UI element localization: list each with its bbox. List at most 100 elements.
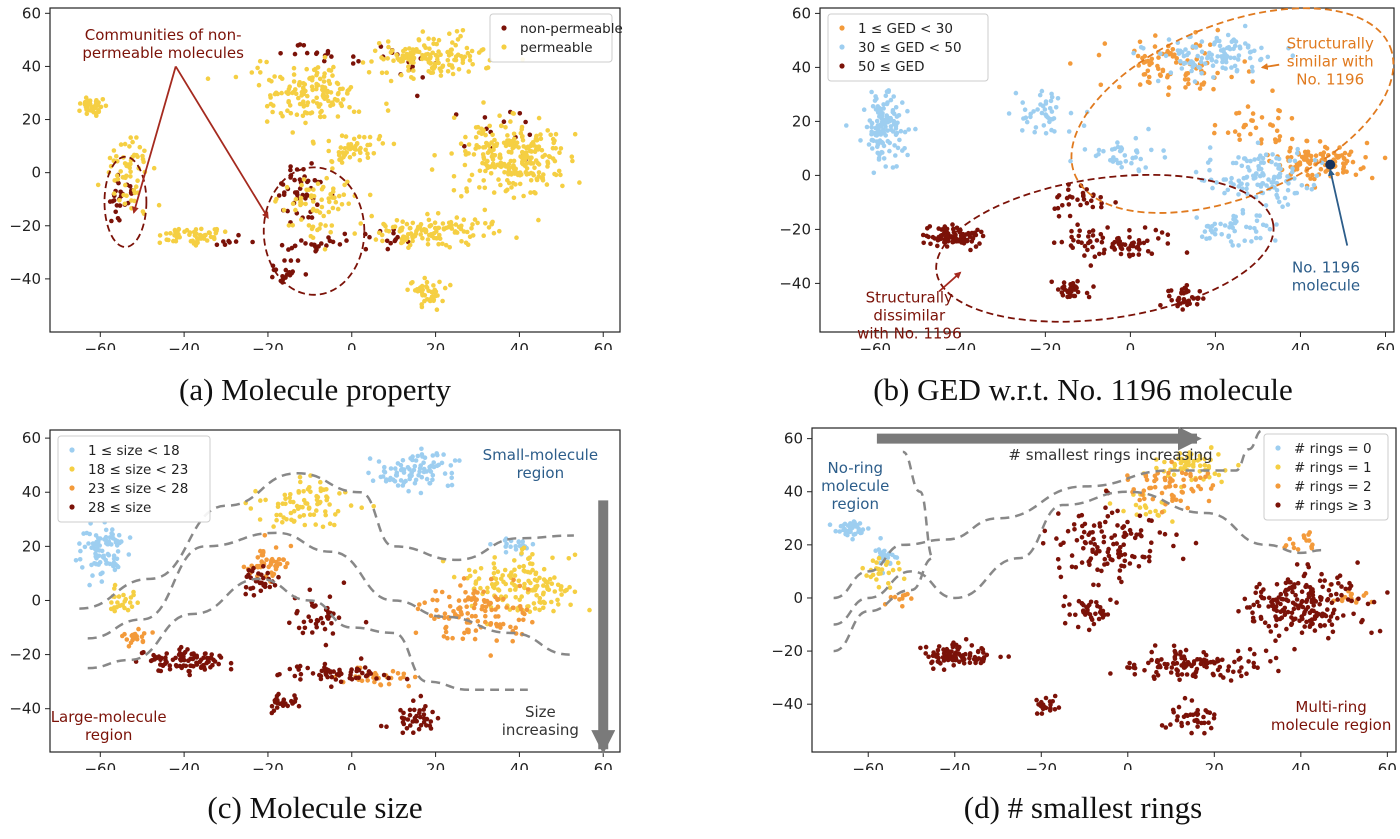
data-point: [135, 154, 140, 159]
data-point: [1181, 61, 1187, 66]
data-point: [1248, 158, 1253, 164]
data-point: [925, 226, 930, 231]
data-point: [122, 631, 127, 637]
data-point: [365, 151, 370, 156]
data-point: [1206, 465, 1212, 471]
data-point: [435, 715, 441, 721]
data-point: [1020, 100, 1025, 105]
data-point: [1334, 153, 1339, 159]
data-point: [1101, 534, 1107, 540]
data-point: [938, 236, 944, 242]
data-point: [521, 545, 527, 551]
data-point: [1307, 624, 1313, 629]
data-point: [177, 651, 183, 656]
data-point: [380, 141, 386, 146]
data-point: [1069, 564, 1075, 570]
data-point: [1369, 630, 1374, 636]
data-point: [453, 42, 459, 48]
data-point: [1081, 123, 1087, 128]
data-point: [440, 298, 445, 304]
data-point: [251, 593, 257, 598]
data-point: [1145, 238, 1150, 244]
data-point: [941, 667, 947, 672]
data-point: [411, 730, 416, 735]
data-point: [1286, 45, 1291, 51]
data-point: [456, 598, 462, 603]
data-point: [1215, 70, 1220, 76]
data-point: [1285, 187, 1291, 193]
data-point: [1207, 235, 1212, 241]
data-point: [460, 60, 466, 66]
data-point: [84, 111, 90, 117]
data-point: [318, 222, 323, 227]
data-point: [1369, 175, 1375, 181]
data-point: [279, 242, 285, 248]
data-point: [121, 192, 126, 198]
data-point: [1308, 176, 1313, 181]
data-point: [1312, 176, 1317, 182]
data-point: [1239, 163, 1245, 169]
data-point: [1245, 165, 1251, 170]
data-point: [509, 185, 514, 190]
data-point: [505, 187, 510, 193]
data-point: [1189, 68, 1194, 74]
data-point: [1349, 598, 1354, 604]
data-point: [421, 712, 427, 717]
data-point: [136, 626, 141, 632]
data-point: [1079, 560, 1085, 565]
data-point: [1143, 512, 1149, 517]
data-point: [1172, 463, 1178, 468]
data-point: [112, 608, 117, 614]
data-point: [953, 235, 959, 241]
data-point: [525, 144, 531, 150]
data-point: [322, 114, 327, 119]
data-point: [876, 157, 882, 162]
data-point: [319, 197, 325, 202]
data-point: [461, 576, 467, 581]
data-point: [152, 654, 158, 660]
data-point: [294, 112, 300, 117]
data-point: [980, 656, 986, 662]
data-point: [282, 492, 288, 498]
data-point: [920, 232, 926, 238]
data-point: [1149, 657, 1154, 663]
data-point: [115, 216, 121, 221]
data-point: [874, 577, 879, 582]
data-point: [135, 178, 140, 183]
data-point: [286, 247, 291, 252]
data-point: [1184, 672, 1190, 677]
data-point: [878, 122, 883, 127]
data-point: [182, 649, 188, 655]
data-point: [420, 29, 426, 34]
data-point: [519, 155, 525, 161]
data-point: [1267, 226, 1273, 232]
data-point: [449, 475, 455, 481]
legend-box: [57, 435, 211, 523]
data-point: [1211, 86, 1216, 92]
x-tick-label: −60: [84, 340, 116, 350]
data-point: [1260, 181, 1265, 186]
data-point: [194, 660, 199, 666]
data-point: [998, 654, 1003, 660]
data-point: [530, 161, 536, 166]
data-point: [340, 86, 345, 92]
data-point: [1261, 160, 1266, 166]
data-point: [1101, 148, 1106, 154]
data-point: [1203, 474, 1208, 480]
data-point: [258, 588, 264, 594]
data-point: [307, 587, 313, 593]
data-point: [450, 71, 456, 77]
data-point: [542, 152, 548, 158]
data-point: [548, 132, 553, 138]
data-point: [1312, 616, 1318, 621]
region-boundary-curve: [833, 429, 1263, 600]
data-point: [864, 124, 870, 130]
data-point: [1084, 187, 1089, 192]
data-point: [1276, 199, 1282, 205]
data-point: [1259, 45, 1264, 51]
data-point: [128, 135, 133, 140]
data-point: [391, 58, 396, 63]
data-point: [293, 87, 298, 92]
data-point: [82, 102, 88, 107]
data-point: [137, 144, 143, 150]
